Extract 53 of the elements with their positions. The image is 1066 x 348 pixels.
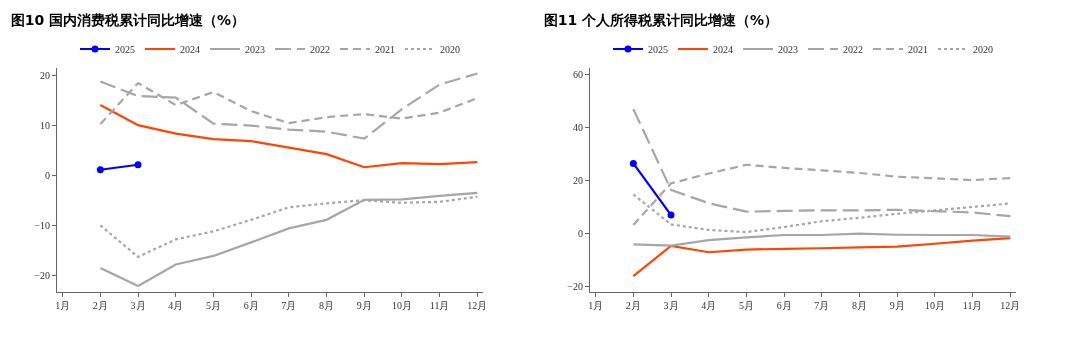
y-tick-label: 0 (578, 228, 583, 240)
chart-title: 图10 国内消费税累计同比增速（%） (10, 12, 246, 29)
x-tick-label: 8月 (319, 300, 335, 311)
y-tick-label: −20 (567, 281, 583, 293)
legend-label: 2023 (778, 43, 798, 55)
line-series (632, 237, 1012, 278)
legend-label: 2020 (440, 43, 460, 55)
y-tick-label: 20 (40, 69, 50, 81)
x-tick-label: 2月 (625, 300, 641, 311)
x-tick-label: 12月 (1000, 300, 1021, 311)
line-series (99, 191, 479, 288)
x-tick-label: 11月 (962, 300, 983, 311)
legend-label: 2020 (973, 43, 993, 55)
legend-label: 2024 (713, 43, 733, 55)
x-tick-label: 6月 (243, 300, 259, 311)
y-tick-label: −20 (34, 269, 50, 281)
legend-label: 2025 (648, 43, 668, 55)
legend-label: 2021 (375, 43, 395, 55)
x-tick-label: 10月 (924, 300, 945, 311)
y-tick-label: 60 (573, 69, 583, 81)
line-series (99, 103, 479, 169)
y-tick-label: −10 (34, 219, 50, 231)
x-tick-label: 8月 (852, 300, 868, 311)
x-tick-label: 9月 (356, 300, 372, 311)
legend-label: 2021 (908, 43, 928, 55)
line-series (632, 232, 1012, 247)
line-series (99, 72, 479, 140)
x-tick-label: 12月 (467, 300, 488, 311)
x-tick-label: 4月 (701, 300, 717, 311)
x-tick-label: 3月 (130, 300, 146, 311)
legend-label: 2022 (843, 43, 863, 55)
x-tick-label: 2月 (92, 300, 108, 311)
x-tick-label: 11月 (429, 300, 450, 311)
x-tick-label: 6月 (776, 300, 792, 311)
x-tick-label: 1月 (588, 300, 604, 311)
x-tick-label: 4月 (168, 300, 184, 311)
legend-label: 2022 (310, 43, 330, 55)
legend-label: 2023 (245, 43, 265, 55)
y-tick-label: 10 (40, 119, 50, 131)
chart-title: 图11 个人所得税累计同比增速（%） (543, 12, 779, 29)
x-tick-label: 7月 (281, 300, 297, 311)
x-tick-label: 10月 (391, 300, 412, 311)
legend-label: 2024 (180, 43, 200, 55)
x-tick-label: 5月 (738, 300, 754, 311)
y-tick-label: 40 (573, 122, 583, 134)
x-tick-label: 5月 (205, 300, 221, 311)
x-tick-label: 9月 (889, 300, 905, 311)
legend-label: 2025 (115, 43, 135, 55)
x-tick-label: 1月 (55, 300, 71, 311)
y-tick-label: 20 (573, 175, 583, 187)
y-tick-label: 0 (45, 169, 50, 181)
x-tick-label: 7月 (814, 300, 830, 311)
x-tick-label: 3月 (663, 300, 679, 311)
